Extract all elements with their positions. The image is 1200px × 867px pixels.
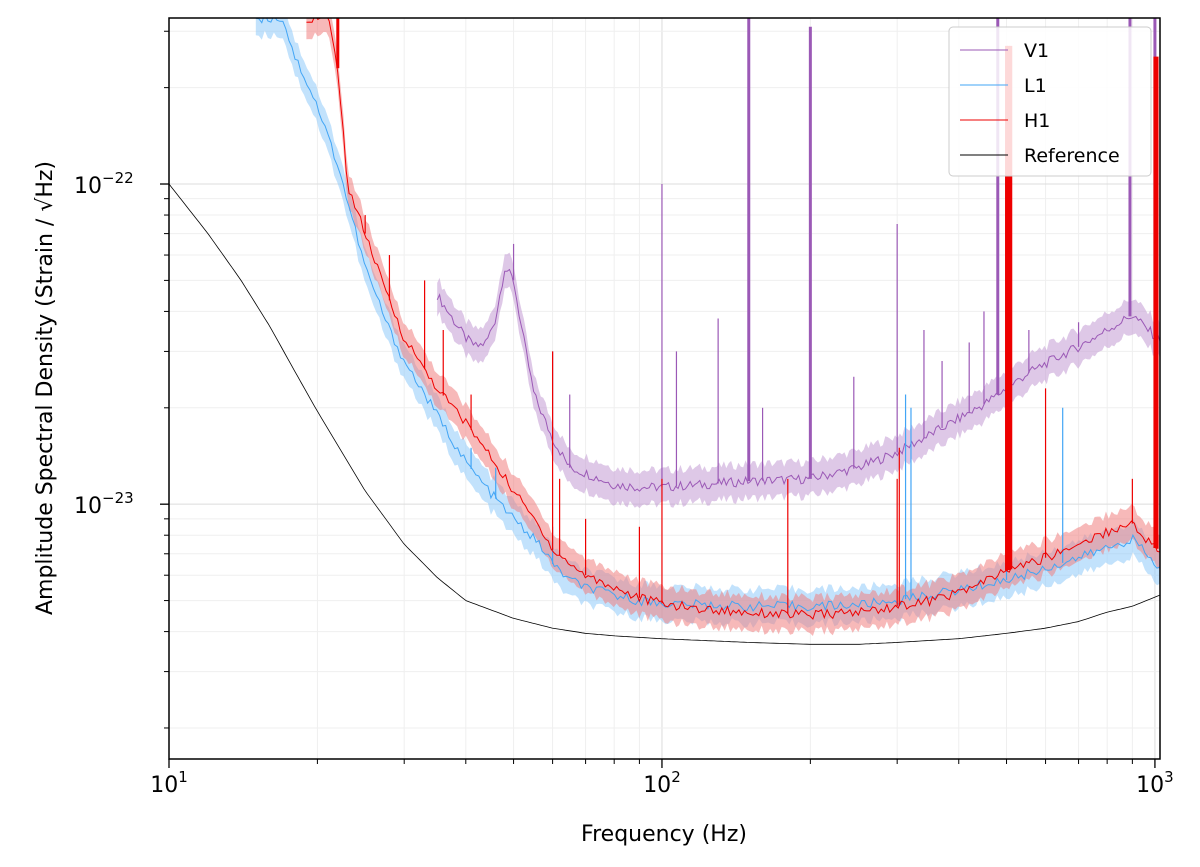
legend-label-h1: H1 xyxy=(1024,110,1050,132)
y-tick-label: 10−22 xyxy=(74,169,134,199)
legend-label-v1: V1 xyxy=(1024,40,1049,62)
line-reference xyxy=(169,183,1160,645)
y-axis-label: Amplitude Spectral Density (Strain / √Hz… xyxy=(33,161,58,615)
legend: V1 L1 H1 Reference xyxy=(948,26,1152,177)
y-axis-label-group: Amplitude Spectral Density (Strain / √Hz… xyxy=(33,161,58,615)
plot-frame xyxy=(168,17,1161,760)
band-h1 xyxy=(306,18,1160,636)
line-l1 xyxy=(255,18,1160,612)
band-l1 xyxy=(255,18,1160,628)
axis-ticks: 101 102 103 10−23 10−22 xyxy=(74,30,1174,798)
x-axis-label: Frequency (Hz) xyxy=(581,822,747,847)
x-tick-label: 103 xyxy=(1136,768,1174,798)
line-v1 xyxy=(436,268,1160,492)
legend-label-reference: Reference xyxy=(1024,145,1120,167)
line-h1 xyxy=(306,18,1160,620)
x-tick-label: 102 xyxy=(643,768,681,798)
legend-box xyxy=(948,26,1152,177)
x-tick-label: 101 xyxy=(150,768,188,798)
y-tick-label: 10−23 xyxy=(74,489,134,519)
legend-label-l1: L1 xyxy=(1024,75,1047,97)
